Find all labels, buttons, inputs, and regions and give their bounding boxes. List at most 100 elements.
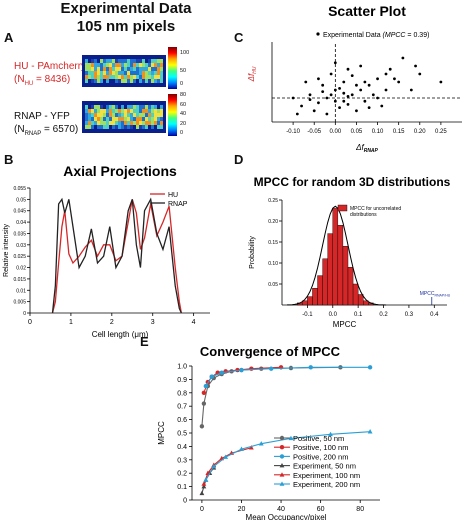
scatter-point [401, 56, 405, 60]
legend-label: HU [168, 192, 178, 199]
scatter-point [414, 64, 417, 68]
scatter-point [384, 88, 388, 92]
scatter-point [333, 61, 337, 65]
x-tick-label: 3 [151, 319, 155, 326]
scatter-point [317, 77, 320, 81]
scatter-point [346, 67, 350, 71]
rnap-heatmap-image [82, 101, 166, 133]
rnap-label: RNAP - YFP (NRNAP = 6570) [14, 110, 78, 141]
y-tick-label: 0.02 [16, 266, 26, 272]
scatter-point [418, 72, 422, 76]
y-tick-label: 0 [23, 311, 26, 317]
scatter-point [384, 72, 388, 76]
legend-marker [316, 32, 320, 36]
x-tick-label: 60 [317, 506, 325, 513]
series-point [248, 445, 254, 450]
scatter-point [308, 98, 312, 101]
panel-label-b: B [4, 152, 14, 167]
histogram-bar [307, 296, 313, 306]
scatter-point [325, 112, 329, 116]
scatter-point [380, 104, 384, 108]
series-point [201, 390, 207, 395]
x-tick-label: -0.10 [286, 129, 300, 135]
y-tick-label: 0 [183, 498, 187, 505]
chart-title: Convergence of MPCC [200, 344, 341, 359]
scatter-point [333, 88, 337, 92]
series-point [203, 477, 209, 482]
hu-name: HU - PAmcherry [14, 61, 87, 72]
series-point [201, 481, 207, 486]
scatter-point [325, 96, 329, 100]
series-point [223, 454, 229, 459]
panel-a-title-line2: 105 nm pixels [76, 18, 176, 35]
rnap-count: (NRNAP = 6570) [14, 124, 79, 137]
panel-a-title-line1: Experimental Data [60, 0, 192, 17]
series-point [211, 463, 217, 469]
y-tick-label: 0.6 [177, 417, 187, 424]
mpcc-marker-label: MPCCRNAP/HU [420, 291, 451, 298]
legend-marker [279, 481, 285, 486]
y-axis-label: ΔfHU [247, 66, 258, 82]
scatter-point [346, 95, 350, 98]
legend-label: Positive, 200 nm [293, 452, 348, 461]
series-line [201, 366, 341, 427]
histogram-bar [352, 283, 359, 306]
scatter-point [439, 80, 443, 84]
panel-label-c: C [234, 30, 244, 45]
x-tick-label: 0.25 [435, 129, 447, 135]
series-point [201, 484, 207, 489]
y-tick-label: 0.04 [16, 220, 26, 226]
histogram-bar [337, 224, 344, 306]
panel-label-e: E [140, 334, 149, 349]
chart-title: Axial Projections [63, 163, 177, 179]
histogram-bar [317, 275, 323, 306]
x-tick-label: 0.4 [430, 312, 439, 318]
histogram-bar [312, 287, 318, 306]
y-axis-label: Relative intensity [3, 224, 10, 277]
scatter-plot-chart: Scatter Plot Experimental Data (MPCC = 0.… [247, 3, 462, 154]
scatter-point [342, 91, 346, 95]
scatter-point [350, 93, 354, 97]
legend-label: Experiment, 100 nm [293, 471, 360, 480]
y-tick-label: 0.15 [268, 240, 278, 246]
legend-label: Experiment, 200 nm [293, 480, 360, 489]
series-point [367, 429, 373, 434]
histogram-bar [357, 294, 364, 306]
hu-label: HU - PAmcherry (NHU = 8436) [14, 60, 86, 91]
scatter-point [359, 88, 363, 92]
scatter-point [409, 88, 413, 92]
gaussian-fit-line [287, 205, 387, 306]
y-tick-label: 0.045 [13, 209, 26, 215]
x-tick-label: 0.0 [329, 312, 338, 318]
scatter-point [371, 93, 375, 97]
series-point [239, 367, 244, 373]
series-point [203, 383, 209, 389]
series-point [328, 431, 333, 437]
x-tick-label: 0.05 [351, 129, 363, 135]
series-point [268, 366, 274, 371]
hu-colorbar-ticks: 100 50 0 [180, 44, 189, 88]
series-point [258, 441, 264, 446]
hu-count: (NHU = 8436) [14, 74, 71, 87]
chart-title: Scatter Plot [328, 3, 406, 19]
x-tick-label: 0 [200, 506, 204, 513]
series-point [209, 374, 214, 379]
mpcc-convergence-chart: Convergence of MPCC 0 20 40 60 80 0 0.1 0.2 0.3 0.… [157, 344, 380, 520]
x-tick-label: -0.05 [307, 129, 321, 135]
scatter-point [321, 90, 325, 93]
x-tick-label: 20 [238, 506, 246, 513]
histogram-bar [322, 258, 328, 306]
y-tick-label: 0.01 [16, 288, 26, 294]
hu-colorbar-tick: 50 [180, 68, 187, 74]
histogram-bar [342, 245, 349, 306]
x-tick-label: 0.3 [405, 312, 414, 318]
y-tick-label: 0.1 [177, 484, 187, 491]
x-tick-label: 4 [192, 319, 196, 326]
x-tick-label: -0.1 [302, 312, 313, 318]
rnap-colorbar-tick: 80 [180, 92, 187, 98]
scatter-point [363, 80, 367, 84]
y-tick-label: 0.9 [177, 377, 187, 384]
x-axis-label: ΔfRNAP [355, 143, 378, 154]
series-point [308, 365, 313, 370]
scatter-point [342, 80, 346, 84]
